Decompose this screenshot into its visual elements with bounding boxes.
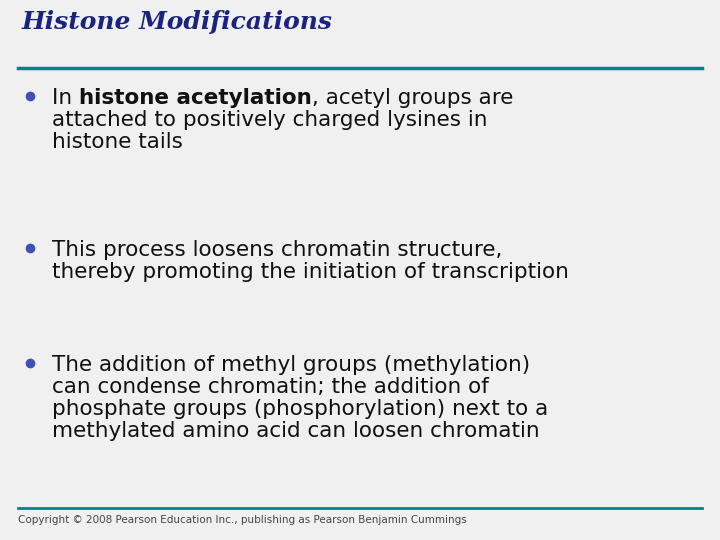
Text: , acetyl groups are: , acetyl groups are (312, 88, 513, 108)
Text: histone acetylation: histone acetylation (79, 88, 312, 108)
Text: phosphate groups (phosphorylation) next to a: phosphate groups (phosphorylation) next … (52, 399, 548, 419)
Text: can condense chromatin; the addition of: can condense chromatin; the addition of (52, 377, 489, 397)
Text: This process loosens chromatin structure,: This process loosens chromatin structure… (52, 240, 503, 260)
Text: attached to positively charged lysines in: attached to positively charged lysines i… (52, 110, 487, 130)
Text: In: In (52, 88, 79, 108)
Text: histone tails: histone tails (52, 132, 183, 152)
Text: methylated amino acid can loosen chromatin: methylated amino acid can loosen chromat… (52, 421, 539, 441)
Text: Copyright © 2008 Pearson Education Inc., publishing as Pearson Benjamin Cummings: Copyright © 2008 Pearson Education Inc.,… (18, 515, 467, 525)
Text: The addition of methyl groups (methylation): The addition of methyl groups (methylati… (52, 355, 530, 375)
Text: Histone Modifications: Histone Modifications (22, 10, 333, 34)
Text: thereby promoting the initiation of transcription: thereby promoting the initiation of tran… (52, 262, 569, 282)
